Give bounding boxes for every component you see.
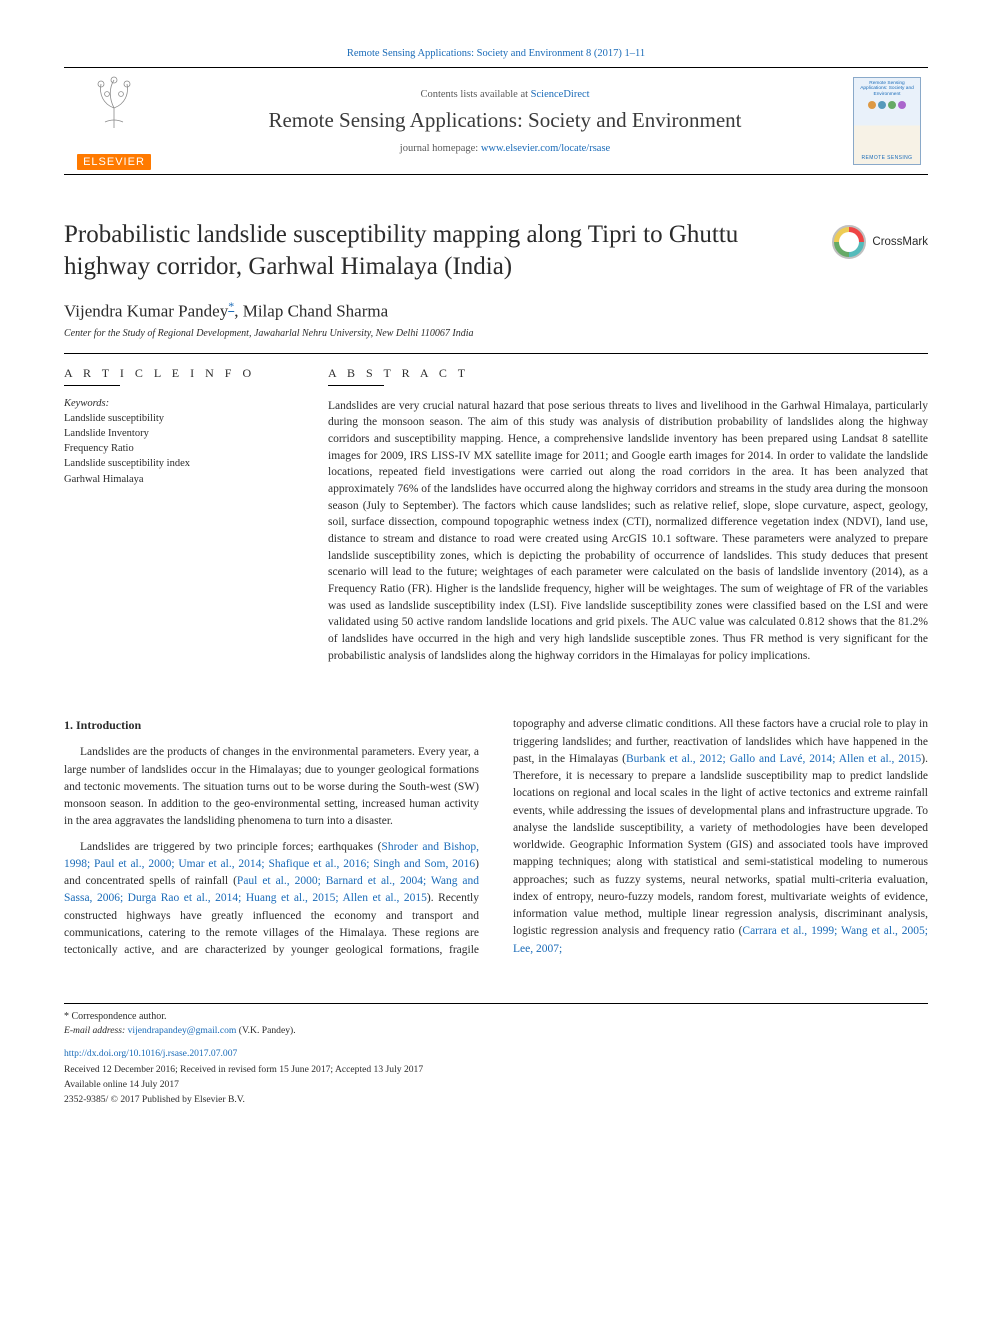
abstract-col: A B S T R A C T Landslides are very cruc… <box>328 366 928 665</box>
crossmark-label: CrossMark <box>872 236 928 248</box>
author-1: Vijendra Kumar Pandey <box>64 302 228 321</box>
sciencedirect-link[interactable]: ScienceDirect <box>531 89 590 100</box>
contents-line: Contents lists available at ScienceDirec… <box>420 89 589 100</box>
homepage-line: journal homepage: www.elsevier.com/locat… <box>400 143 610 154</box>
affiliation: Center for the Study of Regional Develop… <box>64 328 928 339</box>
keyword: Landslide Inventory <box>64 426 288 441</box>
info-abstract-row: A R T I C L E I N F O Keywords: Landslid… <box>64 366 928 665</box>
publisher-block: ELSEVIER <box>64 68 164 174</box>
publisher-wordmark: ELSEVIER <box>77 154 151 170</box>
issn-line: 2352-9385/ © 2017 Published by Elsevier … <box>64 1093 928 1106</box>
homepage-prefix: journal homepage: <box>400 143 481 154</box>
abstract-text: Landslides are very crucial natural haza… <box>328 398 928 665</box>
article-info-rule <box>64 385 120 386</box>
keywords-label: Keywords: <box>64 398 288 409</box>
crossmark[interactable]: CrossMark <box>832 225 928 259</box>
title-row: Probabilistic landslide susceptibility m… <box>64 219 928 283</box>
body-columns: 1. Introduction Landslides are the produ… <box>64 716 928 962</box>
elsevier-tree-icon <box>91 74 137 130</box>
doi-link[interactable]: http://dx.doi.org/10.1016/j.rsase.2017.0… <box>64 1048 237 1059</box>
running-head: Remote Sensing Applications: Society and… <box>64 48 928 59</box>
email-line: E-mail address: vijendrapandey@gmail.com… <box>64 1024 928 1037</box>
keyword: Landslide susceptibility index <box>64 456 288 471</box>
banner-right: Remote Sensing Applications: Society and… <box>846 68 928 174</box>
article-info-col: A R T I C L E I N F O Keywords: Landslid… <box>64 366 288 665</box>
author-2: Milap Chand Sharma <box>243 302 388 321</box>
citation-link[interactable]: Burbank et al., 2012; Gallo and Lavé, 20… <box>626 753 921 765</box>
cover-footer: REMOTE SENSING <box>862 155 913 164</box>
section-title: Introduction <box>76 718 141 732</box>
email-paren: (V.K. Pandey). <box>236 1025 295 1036</box>
cover-title: Remote Sensing Applications: Society and… <box>854 78 920 97</box>
crossmark-icon <box>832 225 866 259</box>
contents-text: Contents lists available at <box>420 89 530 100</box>
footnotes: * Correspondence author. E-mail address:… <box>64 1003 928 1107</box>
keyword: Garhwal Himalaya <box>64 472 288 487</box>
section-heading: 1. Introduction <box>64 716 479 734</box>
author-sep: , <box>234 302 243 321</box>
page: Remote Sensing Applications: Society and… <box>0 0 992 1147</box>
article-title: Probabilistic landslide susceptibility m… <box>64 219 814 283</box>
author-line: Vijendra Kumar Pandey*, Milap Chand Shar… <box>64 299 928 322</box>
doi-line: http://dx.doi.org/10.1016/j.rsase.2017.0… <box>64 1047 928 1060</box>
journal-banner: ELSEVIER Contents lists available at Sci… <box>64 67 928 175</box>
email-link[interactable]: vijendrapandey@gmail.com <box>128 1025 237 1036</box>
homepage-link[interactable]: www.elsevier.com/locate/rsase <box>481 143 610 154</box>
online-line: Available online 14 July 2017 <box>64 1078 928 1091</box>
banner-center: Contents lists available at ScienceDirec… <box>164 68 846 174</box>
corresponding-note: * Correspondence author. <box>64 1010 928 1024</box>
keyword: Landslide susceptibility <box>64 411 288 426</box>
abstract-rule <box>328 385 384 386</box>
received-line: Received 12 December 2016; Received in r… <box>64 1063 928 1076</box>
body-para: Landslides are the products of changes i… <box>64 744 479 830</box>
article-info-heading: A R T I C L E I N F O <box>64 366 288 381</box>
keywords-list: Landslide susceptibility Landslide Inven… <box>64 411 288 487</box>
running-head-text: Remote Sensing Applications: Society and… <box>347 48 645 59</box>
keyword: Frequency Ratio <box>64 441 288 456</box>
abstract-heading: A B S T R A C T <box>328 366 928 381</box>
journal-cover-icon: Remote Sensing Applications: Society and… <box>853 77 921 165</box>
journal-name: Remote Sensing Applications: Society and… <box>268 108 741 133</box>
section-number: 1. <box>64 718 73 732</box>
rule-above-abs <box>64 353 928 354</box>
email-label: E-mail address: <box>64 1025 128 1036</box>
cover-dots-icon <box>868 101 906 109</box>
